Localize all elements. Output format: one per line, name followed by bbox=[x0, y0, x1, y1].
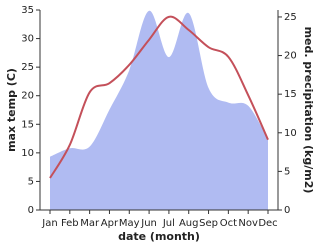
x-tick-label: Dec bbox=[258, 218, 277, 229]
y-tick-label: 20 bbox=[21, 91, 34, 102]
y2-tick-label: 10 bbox=[284, 128, 297, 139]
temp-line bbox=[49, 15, 269, 179]
x-tick-label: Feb bbox=[61, 218, 79, 229]
y2-tick-label: 0 bbox=[284, 205, 290, 216]
x-tick-label: May bbox=[119, 218, 140, 229]
y-axis-label: max temp (C) bbox=[5, 68, 18, 152]
y-tick-label: 10 bbox=[21, 148, 34, 159]
x-tick-label: Aug bbox=[179, 218, 199, 229]
y2-tick-label: 20 bbox=[284, 51, 297, 62]
x-tick-label: Jan bbox=[41, 218, 57, 229]
precipitation-area bbox=[50, 10, 268, 211]
chart: date (month) max temp (C) med. precipita… bbox=[5, 5, 315, 243]
y-tick-label: 25 bbox=[21, 62, 34, 73]
x-tick-label: Jul bbox=[162, 218, 175, 229]
y-tick-label: 15 bbox=[21, 119, 34, 130]
y2-tick-label: 5 bbox=[284, 166, 290, 177]
y2-axis-label: med. precipitation (kg/m2) bbox=[302, 27, 315, 194]
x-tick-label: Jun bbox=[140, 218, 157, 229]
x-tick-label: Apr bbox=[101, 218, 119, 229]
y-tick-label: 30 bbox=[21, 34, 34, 45]
y-tick-label: 35 bbox=[21, 5, 34, 16]
x-tick-label: Oct bbox=[220, 218, 237, 229]
x-axis-label: date (month) bbox=[118, 230, 200, 243]
x-tick-label: Mar bbox=[80, 218, 100, 229]
x-tick-label: Nov bbox=[238, 218, 258, 229]
y2-tick-label: 25 bbox=[284, 12, 297, 23]
y-tick-label: 5 bbox=[28, 176, 34, 187]
x-tick-label: Sep bbox=[199, 218, 218, 229]
y2-tick-label: 15 bbox=[284, 89, 297, 100]
y-tick-label: 0 bbox=[28, 205, 34, 216]
